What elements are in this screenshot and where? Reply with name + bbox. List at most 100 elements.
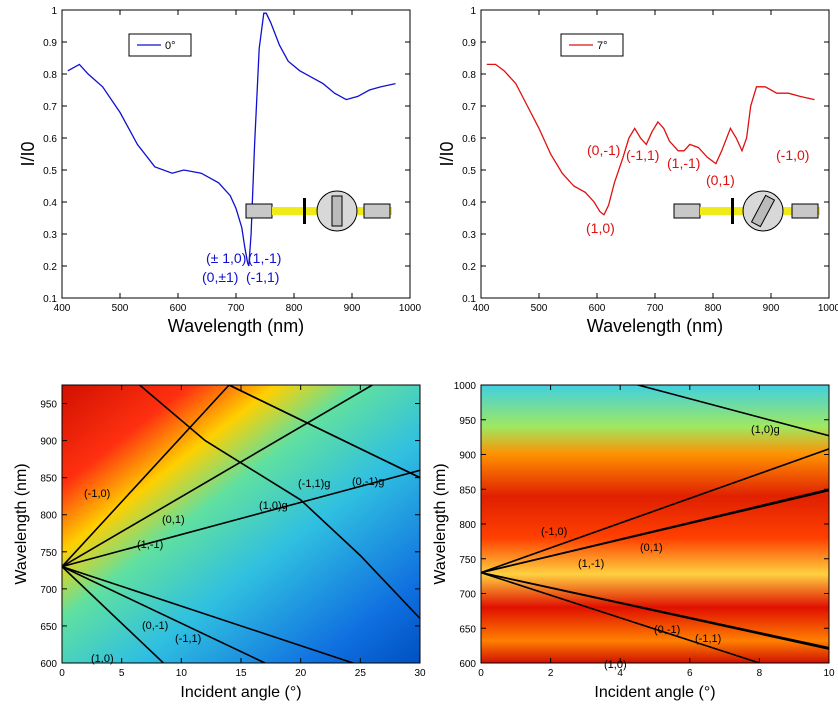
y-tick-label: 950 — [40, 400, 57, 411]
heatmap-field — [481, 385, 829, 663]
x-tick-label: 600 — [589, 303, 606, 314]
axes-3: 0 5 10 15 20 25 30 600 650 700 750 800 850 900 950 Inci… — [13, 384, 426, 701]
x-tick-label: 8 — [757, 668, 763, 679]
legend: 0° — [128, 33, 192, 57]
y-axis-label: Wavelength (nm) — [13, 463, 30, 584]
mode-label: (0,-1) — [654, 624, 680, 636]
y-tick-label: 800 — [459, 520, 476, 531]
y-tick-label: 0.2 — [462, 262, 476, 273]
mode-lines — [62, 385, 420, 663]
x-tick-label: 10 — [823, 668, 835, 679]
legend-label: 7° — [597, 40, 608, 52]
mode-line — [62, 565, 356, 663]
mode-label: (1,-1) — [578, 558, 604, 570]
y-tick-label: 1 — [470, 6, 476, 17]
x-tick-label: 400 — [54, 303, 71, 314]
setup-icon — [245, 190, 392, 232]
x-tick-label: 0 — [59, 668, 65, 679]
y-tick-label: 700 — [459, 590, 476, 601]
mode-label: (0,-1) — [142, 620, 168, 632]
mode-label: (1,0) — [91, 653, 114, 665]
x-tick-label: 500 — [531, 303, 548, 314]
y-axis-label: I/I0 — [437, 141, 457, 166]
legend: 7° — [560, 33, 624, 57]
y-tick-label: 800 — [40, 511, 57, 522]
detector — [791, 203, 819, 219]
x-tick-label: 1000 — [399, 303, 422, 314]
y-tick-label: 0.5 — [462, 166, 476, 177]
y-tick-label: 650 — [459, 624, 476, 635]
y-tick-label: 750 — [40, 548, 57, 559]
y-tick-label: 0.8 — [43, 70, 57, 81]
x-tick-label: 0 — [478, 668, 484, 679]
x-tick-label: 20 — [295, 668, 307, 679]
x-tick-label: 15 — [235, 668, 247, 679]
y-tick-label: 0.1 — [43, 294, 57, 305]
mode-label: (± 1,0) — [206, 250, 246, 266]
detector — [363, 203, 391, 219]
x-tick-label: 400 — [473, 303, 490, 314]
y-tick-label: 0.4 — [43, 198, 57, 209]
x-tick-label: 800 — [286, 303, 303, 314]
light-source — [673, 203, 701, 219]
x-tick-label: 30 — [414, 668, 426, 679]
x-tick-label: 900 — [344, 303, 361, 314]
x-tick-label: 2 — [548, 668, 554, 679]
y-tick-label: 0.9 — [462, 38, 476, 49]
mode-label: (-1,0) — [776, 147, 809, 163]
x-tick-label: 1000 — [818, 303, 838, 314]
y-tick-label: 1 — [51, 6, 57, 17]
y-tick-label: 0.9 — [43, 38, 57, 49]
y-tick-label: 0.3 — [43, 230, 57, 241]
x-axis-label: Wavelength (nm) — [587, 316, 723, 336]
y-tick-label: 0.7 — [462, 102, 476, 113]
y-tick-label: 900 — [459, 451, 476, 462]
mode-label: (-1,1)g — [298, 478, 330, 490]
mode-label: (1,-1) — [667, 155, 700, 171]
x-tick-label: 25 — [355, 668, 367, 679]
x-tick-label: 600 — [170, 303, 187, 314]
mode-line — [62, 385, 230, 568]
mode-label: (-1,0) — [84, 488, 110, 500]
y-tick-label: 1000 — [454, 381, 477, 392]
x-tick-label: 900 — [763, 303, 780, 314]
y-tick-label: 850 — [459, 485, 476, 496]
y-tick-label: 0.1 — [462, 294, 476, 305]
mode-label: (1,-1) — [137, 539, 163, 551]
y-tick-label: 0.4 — [462, 198, 476, 209]
mode-label: (1,0) — [586, 220, 615, 236]
x-axis-label: Wavelength (nm) — [168, 316, 304, 336]
y-tick-label: 900 — [40, 437, 57, 448]
mode-line — [481, 571, 760, 663]
mode-label: (-1,0) — [541, 526, 567, 538]
mode-line — [228, 385, 420, 479]
mode-lines — [481, 385, 829, 663]
y-tick-label: 600 — [459, 659, 476, 670]
mode-label: (1,0)g — [259, 500, 288, 512]
y-tick-label: 0.6 — [43, 134, 57, 145]
x-tick-label: 6 — [687, 668, 693, 679]
series-line-2 — [486, 63, 815, 216]
mode-label: (1,0) — [604, 659, 627, 671]
setup-icon — [673, 190, 820, 232]
y-tick-label: 600 — [40, 659, 57, 670]
mode-label: (0,1) — [162, 514, 185, 526]
x-tick-label: 10 — [176, 668, 188, 679]
x-axis-label: Incident angle (°) — [594, 684, 715, 701]
mode-line — [481, 448, 829, 574]
legend-label: 0° — [165, 40, 176, 52]
mode-label: (0,1) — [706, 172, 735, 188]
mode-line — [634, 385, 829, 437]
x-tick-label: 500 — [112, 303, 129, 314]
axes-4: 0 2 4 6 8 10 600 650 700 750 800 850 900 950 1000 Incid… — [432, 381, 835, 701]
mode-line — [139, 385, 420, 620]
x-tick-label: 700 — [228, 303, 245, 314]
mode-label: (0,-1) — [587, 142, 620, 158]
y-tick-label: 650 — [40, 622, 57, 633]
y-tick-label: 0.5 — [43, 166, 57, 177]
x-axis-label: Incident angle (°) — [180, 684, 301, 701]
y-tick-label: 950 — [459, 416, 476, 427]
x-tick-label: 4 — [617, 668, 623, 679]
mode-label: (1,-1) — [248, 250, 281, 266]
